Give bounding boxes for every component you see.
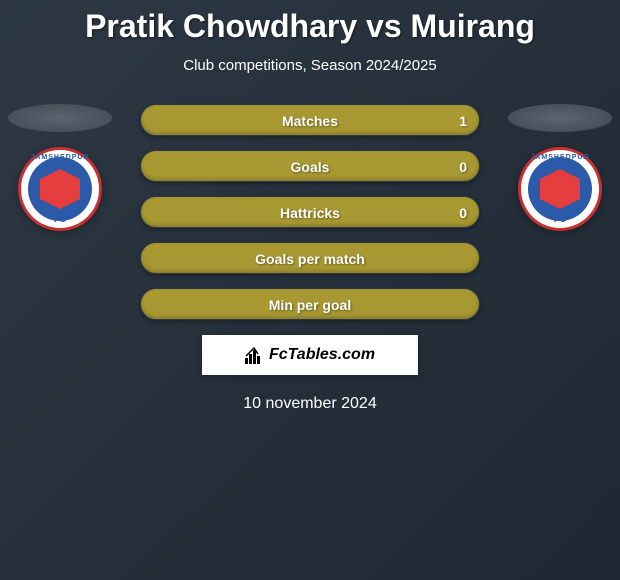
right-player-column: JAMSHEDPUR FC	[508, 104, 612, 231]
stat-label: Hattricks	[141, 197, 479, 229]
player-avatar-left	[8, 104, 112, 132]
stat-label: Goals	[141, 151, 479, 183]
club-logo-right: JAMSHEDPUR FC	[518, 147, 602, 231]
stat-row-hattricks: Hattricks 0	[140, 196, 480, 228]
stat-label: Min per goal	[141, 289, 479, 321]
club-logo-left: JAMSHEDPUR FC	[18, 147, 102, 231]
watermark[interactable]: FcTables.com	[202, 335, 418, 375]
stats-container: Matches 1 Goals 0 Hattricks 0 Goals per …	[140, 104, 480, 320]
stat-row-goals-per-match: Goals per match	[140, 242, 480, 274]
stat-row-matches: Matches 1	[140, 104, 480, 136]
date-text: 10 november 2024	[0, 395, 620, 413]
club-name-bottom-right: FC	[554, 214, 566, 224]
comparison-content: JAMSHEDPUR FC JAMSHEDPUR FC Matches 1 Go…	[0, 104, 620, 413]
club-name-bottom-left: FC	[54, 214, 66, 224]
stat-value-right: 0	[459, 197, 467, 229]
player-avatar-right	[508, 104, 612, 132]
club-logo-inner-right	[528, 157, 592, 221]
stat-label: Matches	[141, 105, 479, 137]
stat-value-right: 0	[459, 151, 467, 183]
stat-row-goals: Goals 0	[140, 150, 480, 182]
stat-row-min-per-goal: Min per goal	[140, 288, 480, 320]
club-logo-inner-left	[28, 157, 92, 221]
chart-icon	[245, 346, 265, 364]
subtitle: Club competitions, Season 2024/2025	[0, 57, 620, 74]
page-title: Pratik Chowdhary vs Muirang	[0, 0, 620, 45]
watermark-text: FcTables.com	[269, 346, 375, 364]
left-player-column: JAMSHEDPUR FC	[8, 104, 112, 231]
stat-value-right: 1	[459, 105, 467, 137]
stat-label: Goals per match	[141, 243, 479, 275]
